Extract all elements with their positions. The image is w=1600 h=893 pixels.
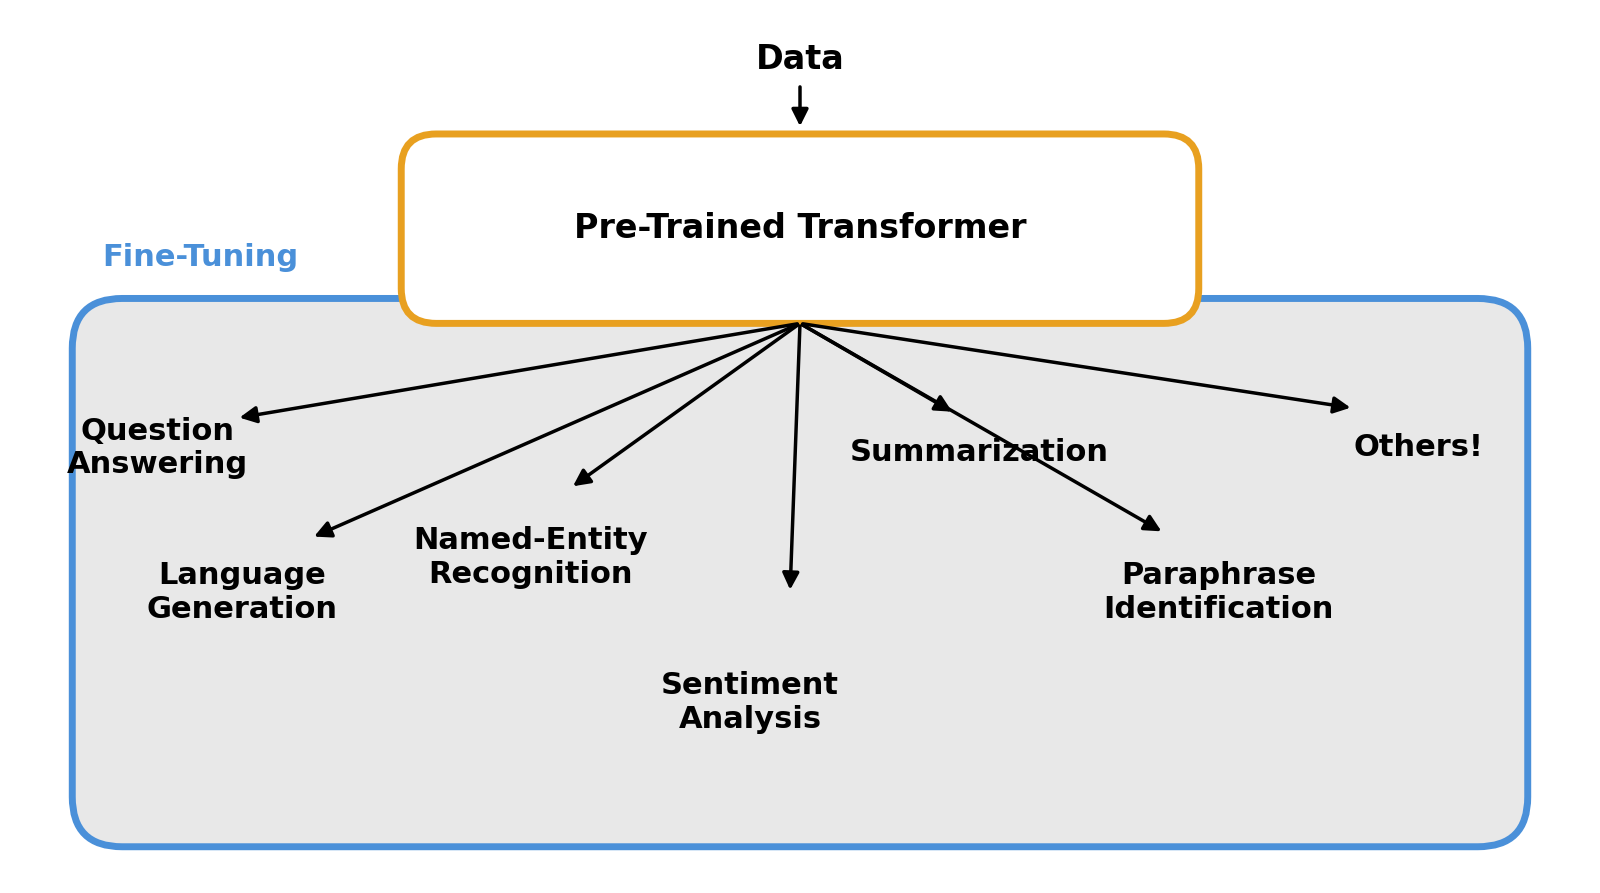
Text: Data: Data xyxy=(755,43,845,76)
Text: Paraphrase
Identification: Paraphrase Identification xyxy=(1104,561,1334,624)
Text: Pre-Trained Transformer: Pre-Trained Transformer xyxy=(574,213,1026,246)
Text: Named-Entity
Recognition: Named-Entity Recognition xyxy=(413,526,648,589)
Text: Summarization: Summarization xyxy=(850,438,1109,467)
Text: Question
Answering: Question Answering xyxy=(67,417,248,480)
FancyBboxPatch shape xyxy=(72,298,1528,847)
Text: Fine-Tuning: Fine-Tuning xyxy=(102,243,298,271)
Text: Language
Generation: Language Generation xyxy=(146,561,338,624)
Text: Others!: Others! xyxy=(1354,433,1483,463)
Text: Sentiment
Analysis: Sentiment Analysis xyxy=(661,671,838,733)
FancyBboxPatch shape xyxy=(402,134,1198,323)
